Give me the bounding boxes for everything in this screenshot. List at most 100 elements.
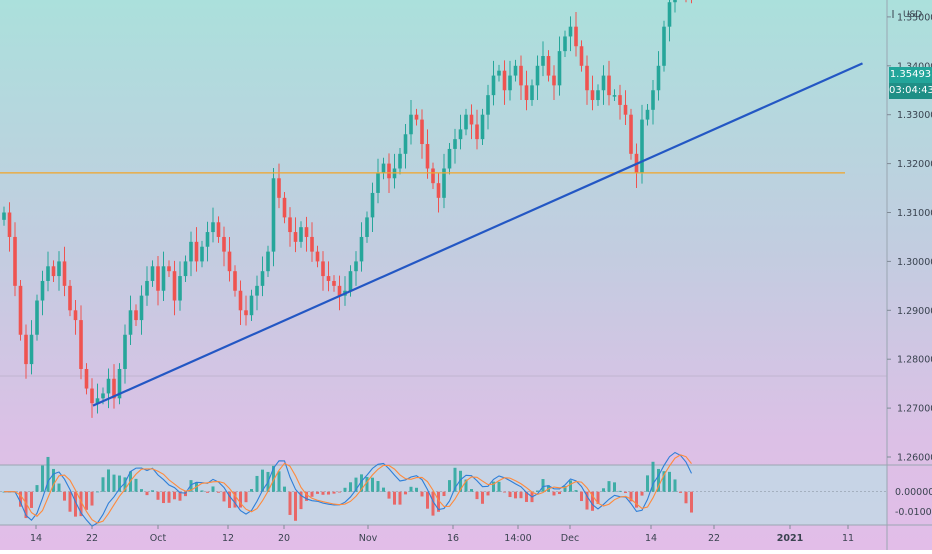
candle-body xyxy=(497,70,501,76)
time-tick-label: 11 xyxy=(842,533,854,544)
histogram-bar xyxy=(371,477,374,492)
candle-body xyxy=(662,26,666,66)
time-tick-label: 12 xyxy=(222,533,234,544)
histogram-bar xyxy=(569,480,572,492)
histogram-bar xyxy=(52,468,55,492)
price-tick-label: 1.34000 xyxy=(897,61,932,72)
candle-body xyxy=(370,192,375,218)
candle-body xyxy=(596,90,600,101)
candle-body xyxy=(502,70,507,91)
candle-body xyxy=(651,90,655,110)
histogram-bar xyxy=(222,491,226,502)
candle-body xyxy=(227,251,232,272)
histogram-bar xyxy=(651,461,655,492)
histogram-bar xyxy=(200,490,204,492)
time-tick-label: Dec xyxy=(561,533,579,544)
histogram-bar xyxy=(233,491,237,508)
histogram-bar xyxy=(437,491,440,512)
histogram-bar xyxy=(536,490,539,492)
histogram-bar xyxy=(63,491,66,501)
candle-body xyxy=(249,295,254,316)
histogram-bar xyxy=(580,491,583,502)
histogram-bar xyxy=(134,478,138,492)
histogram-bar xyxy=(30,491,33,508)
histogram-bar xyxy=(382,487,385,492)
candle-body xyxy=(579,46,584,66)
candle-body xyxy=(414,114,419,120)
candle-body xyxy=(541,56,545,66)
histogram-bar xyxy=(239,491,242,508)
candle-body xyxy=(277,178,281,198)
candle-body xyxy=(332,280,336,286)
histogram-bar xyxy=(151,490,154,492)
histogram-bar xyxy=(332,491,336,494)
candle-body xyxy=(640,119,644,174)
candle-body xyxy=(431,168,435,184)
candle-body xyxy=(29,334,34,365)
candle-body xyxy=(46,266,50,281)
candle-body xyxy=(326,276,331,281)
histogram-bar xyxy=(277,471,281,492)
histogram-bar xyxy=(470,489,473,492)
trendline[interactable] xyxy=(92,62,863,407)
time-tick-label: 22 xyxy=(708,533,720,544)
histogram-bar xyxy=(321,491,325,495)
histogram-bar xyxy=(442,491,446,497)
histogram-bar xyxy=(618,490,622,492)
histogram-bar xyxy=(404,491,407,495)
current-price-tag: 1.35493 xyxy=(889,67,932,83)
price-tick-label: 1.29000 xyxy=(897,306,932,317)
histogram-bar xyxy=(684,491,688,504)
histogram-bar xyxy=(596,491,600,504)
histogram-bar xyxy=(662,471,666,492)
candle-body xyxy=(398,153,402,169)
candle-body xyxy=(469,114,474,125)
candle-body xyxy=(409,114,413,135)
histogram-bar xyxy=(415,487,418,492)
candle-body xyxy=(194,241,199,262)
histogram-bar xyxy=(46,456,50,492)
candle-body xyxy=(568,26,573,37)
histogram-bar xyxy=(255,475,259,492)
candle-body xyxy=(95,398,100,404)
histogram-bar xyxy=(690,491,693,513)
candle-body xyxy=(255,285,259,296)
candle-body xyxy=(62,261,67,286)
candle-body xyxy=(183,261,188,277)
histogram-bar xyxy=(85,491,88,510)
histogram-bar xyxy=(338,491,341,493)
histogram-bar xyxy=(365,476,369,492)
candle-body xyxy=(35,300,39,335)
histogram-bar xyxy=(244,491,248,503)
candle-body xyxy=(673,0,677,3)
bar-countdown-tag: 03:04:43 xyxy=(889,83,932,99)
candle-body xyxy=(629,114,633,154)
signal-line xyxy=(4,454,692,524)
candle-body xyxy=(403,134,408,154)
candle-body xyxy=(150,266,155,281)
candle-body xyxy=(145,280,149,296)
histogram-bar xyxy=(563,486,567,492)
histogram-bar xyxy=(519,491,523,499)
candle-body xyxy=(480,114,485,140)
candle-body xyxy=(365,217,369,237)
candle-body xyxy=(266,251,270,272)
candle-body xyxy=(222,236,226,252)
histogram-bar xyxy=(376,481,380,492)
histogram-bar xyxy=(283,486,286,492)
candle-body xyxy=(2,212,6,220)
histogram-bar xyxy=(393,491,396,505)
time-tick-label: 20 xyxy=(278,533,290,544)
candle-body xyxy=(354,261,358,272)
price-tick-label: 1.33000 xyxy=(897,110,932,121)
histogram-bar xyxy=(294,491,297,521)
histogram-bar xyxy=(503,491,506,493)
histogram-bar xyxy=(19,491,22,507)
histogram-bar xyxy=(118,475,121,492)
candle-body xyxy=(106,378,111,394)
time-tick-label: 16 xyxy=(447,533,459,544)
candle-body xyxy=(57,261,61,277)
histogram-bar xyxy=(514,491,517,499)
